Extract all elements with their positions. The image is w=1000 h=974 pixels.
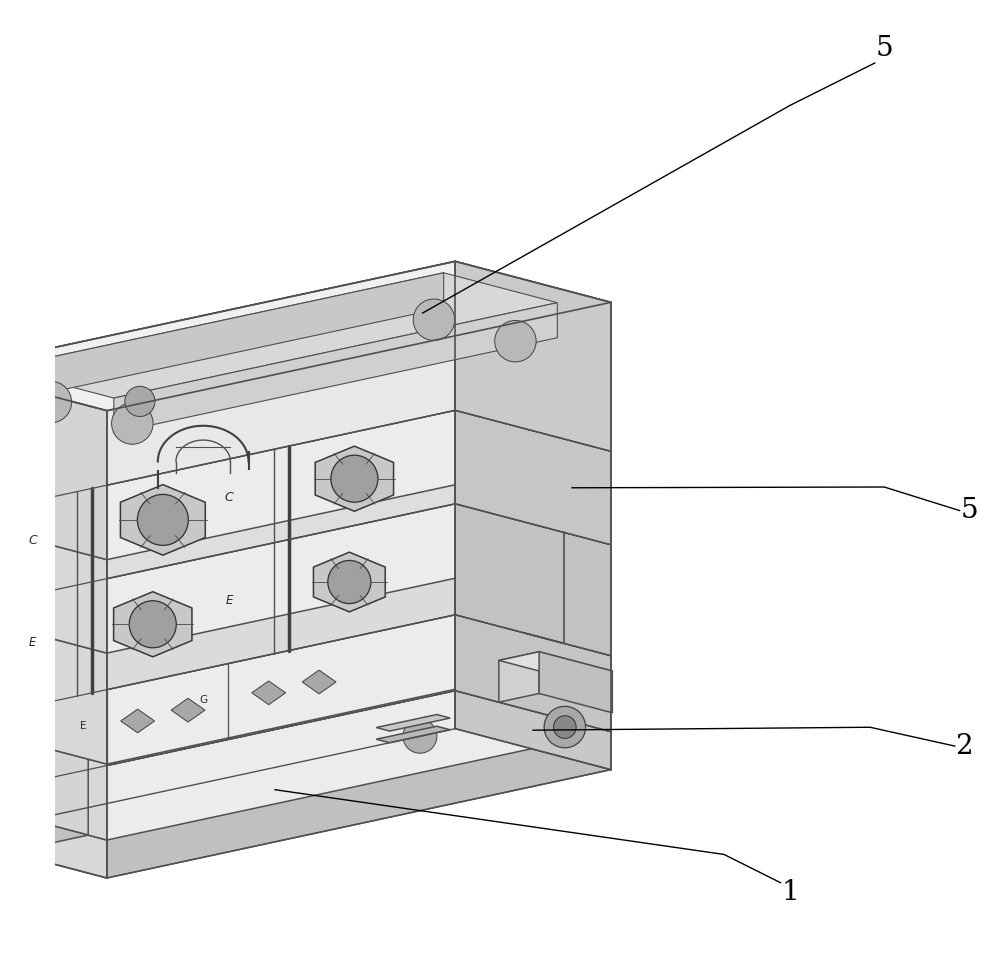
Text: E: E [29, 636, 36, 649]
Polygon shape [0, 261, 455, 519]
Polygon shape [171, 698, 205, 722]
Polygon shape [455, 615, 611, 731]
Circle shape [125, 387, 155, 417]
Polygon shape [499, 652, 539, 702]
Polygon shape [121, 709, 155, 732]
Polygon shape [455, 691, 611, 769]
Polygon shape [0, 410, 455, 612]
Polygon shape [0, 273, 444, 403]
Circle shape [137, 495, 188, 545]
Polygon shape [0, 691, 455, 837]
Text: 5: 5 [960, 497, 978, 524]
Circle shape [413, 299, 455, 341]
Polygon shape [0, 691, 611, 840]
Circle shape [112, 403, 153, 444]
Circle shape [403, 719, 437, 753]
Polygon shape [0, 799, 107, 878]
Polygon shape [0, 612, 107, 764]
Text: 1: 1 [781, 879, 799, 906]
Polygon shape [455, 410, 611, 544]
Polygon shape [0, 770, 20, 794]
Polygon shape [0, 615, 611, 764]
Polygon shape [0, 519, 107, 654]
Polygon shape [0, 750, 38, 846]
Text: C: C [225, 492, 233, 505]
Circle shape [328, 560, 371, 604]
Polygon shape [376, 715, 450, 731]
Circle shape [0, 812, 3, 846]
Polygon shape [0, 814, 88, 846]
Polygon shape [10, 738, 88, 835]
Text: G: G [200, 695, 208, 705]
Circle shape [129, 601, 176, 648]
Polygon shape [0, 738, 10, 825]
Polygon shape [0, 819, 17, 836]
Text: 5: 5 [875, 35, 893, 62]
Polygon shape [313, 552, 385, 612]
Polygon shape [0, 807, 17, 824]
Polygon shape [376, 727, 450, 743]
Circle shape [495, 320, 536, 362]
Polygon shape [539, 652, 612, 713]
Text: E: E [225, 594, 233, 607]
Polygon shape [0, 261, 611, 411]
Text: E: E [80, 721, 86, 731]
Polygon shape [0, 504, 611, 654]
Polygon shape [315, 446, 394, 511]
Polygon shape [0, 370, 107, 560]
Polygon shape [120, 485, 205, 555]
Polygon shape [0, 723, 107, 840]
Text: 2: 2 [955, 732, 973, 760]
Circle shape [544, 706, 586, 748]
Circle shape [554, 716, 576, 738]
Polygon shape [455, 504, 611, 656]
Polygon shape [252, 681, 286, 704]
Polygon shape [0, 410, 611, 560]
Text: C: C [28, 534, 37, 546]
Circle shape [30, 382, 72, 423]
Polygon shape [0, 615, 455, 799]
Polygon shape [0, 504, 455, 723]
Polygon shape [0, 273, 557, 398]
Circle shape [331, 455, 378, 503]
Polygon shape [0, 738, 88, 770]
Polygon shape [455, 261, 611, 451]
Polygon shape [0, 729, 611, 878]
Polygon shape [114, 592, 192, 656]
Polygon shape [114, 303, 557, 433]
Polygon shape [302, 670, 336, 693]
Polygon shape [499, 652, 612, 680]
